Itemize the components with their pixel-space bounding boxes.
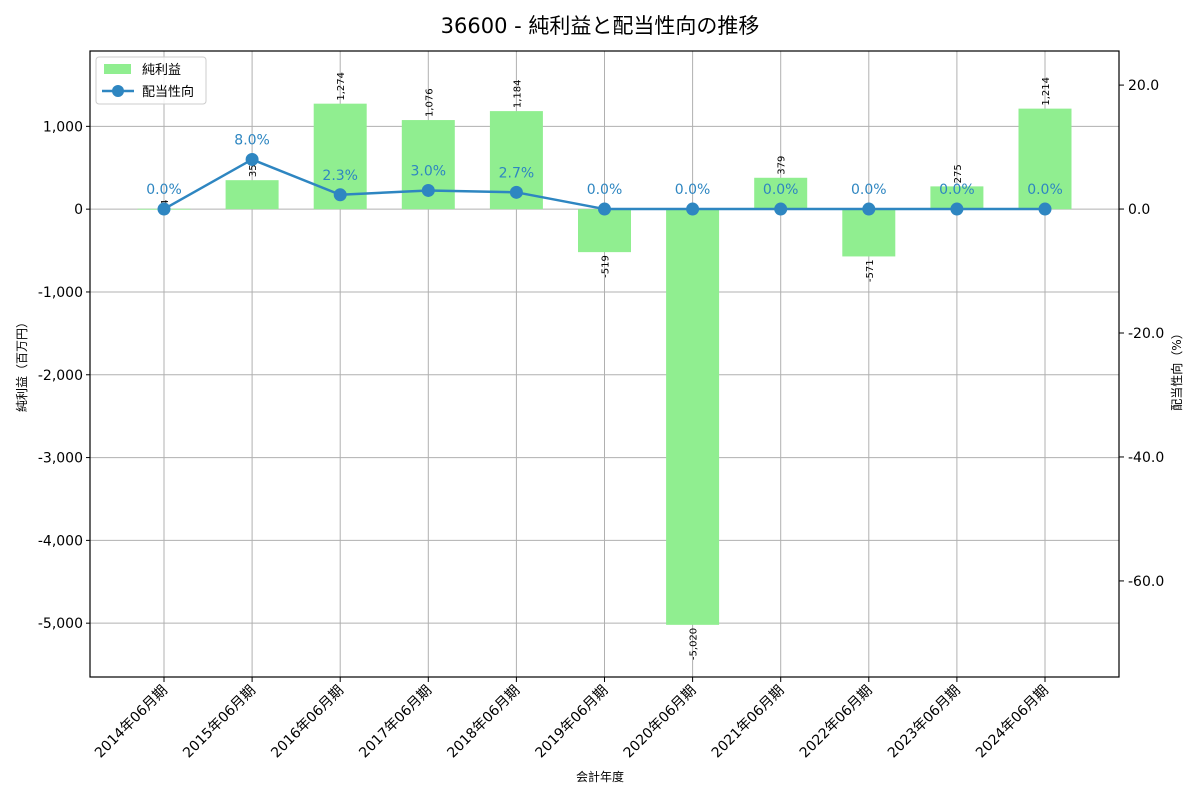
line-value-label: 0.0% bbox=[587, 182, 623, 198]
y-right-tick-label: -20.0 bbox=[1128, 326, 1164, 342]
line-marker bbox=[509, 185, 523, 199]
bar-value-label: 350 bbox=[248, 158, 259, 177]
line-value-label: 0.0% bbox=[1027, 182, 1063, 198]
y-axis-left-label: 純利益（百万円） bbox=[15, 316, 29, 412]
bar-value-label: -519 bbox=[601, 255, 612, 278]
bar bbox=[666, 209, 720, 625]
legend-bar-swatch-icon bbox=[104, 64, 131, 74]
line-value-label: 0.0% bbox=[675, 182, 711, 198]
x-axis-label: 会計年度 bbox=[576, 769, 624, 784]
line-value-label: 0.0% bbox=[763, 182, 799, 198]
y-left-tick-label: -1,000 bbox=[38, 285, 83, 301]
axes: 1,000 0 -1,000 -2,000 -3,000 -4,000 -5,000 2014… bbox=[38, 50, 1164, 762]
x-tick-label: 2019年06月期 bbox=[533, 683, 612, 762]
x-tick-label: 2021年06月期 bbox=[709, 683, 788, 762]
bar-value-label: 1,184 bbox=[512, 79, 523, 108]
bar bbox=[225, 180, 279, 210]
x-tick-label: 2018年06月期 bbox=[444, 683, 523, 762]
bar-value-label: 379 bbox=[777, 156, 788, 175]
x-tick-label: 2020年06月期 bbox=[621, 683, 700, 762]
line-marker bbox=[774, 202, 788, 216]
legend-label-payout-ratio: 配当性向 bbox=[142, 84, 194, 100]
line-marker bbox=[1038, 202, 1052, 216]
y-right-tick-label: 20.0 bbox=[1128, 78, 1159, 94]
bar-value-label: 275 bbox=[953, 164, 964, 183]
y-left-tick-label: -4,000 bbox=[38, 533, 83, 549]
bar-value-label: 4 bbox=[160, 199, 171, 205]
y-left-tick-label: -2,000 bbox=[38, 368, 83, 384]
y-right-tick-label: -60.0 bbox=[1128, 574, 1164, 590]
y-left-tick-label: 1,000 bbox=[43, 119, 83, 135]
line-value-label: 0.0% bbox=[939, 182, 975, 198]
line-marker bbox=[598, 202, 611, 216]
line-marker bbox=[157, 202, 171, 216]
bar-series-net-income bbox=[137, 103, 1072, 625]
legend: 純利益 配当性向 bbox=[95, 56, 207, 105]
legend-marker-icon bbox=[112, 85, 124, 97]
bar bbox=[930, 186, 984, 210]
x-tick-label: 2024年06月期 bbox=[973, 683, 1052, 762]
x-tick-label: 2015年06月期 bbox=[180, 683, 259, 762]
y-right-tick-label: -40.0 bbox=[1128, 450, 1164, 466]
bar-value-label: 1,214 bbox=[1041, 77, 1052, 106]
bar-value-label: -5,020 bbox=[689, 628, 700, 660]
y-right-tick-label: 0.0 bbox=[1128, 202, 1150, 218]
line-series-payout-ratio: 0.0% 8.0% 2.3% 3.0% 2.7% 0.0% 0.0% 0.0% 0.0% 0.0%… bbox=[146, 132, 1063, 216]
bar bbox=[842, 209, 896, 257]
y-left-tick-label: 0 bbox=[74, 202, 83, 218]
plot-frame bbox=[89, 50, 1120, 678]
x-tick-label: 2017年06月期 bbox=[356, 683, 435, 762]
line-marker bbox=[862, 202, 876, 216]
line-value-label: 2.3% bbox=[322, 168, 358, 184]
bar bbox=[578, 209, 631, 253]
line-value-label: 0.0% bbox=[146, 182, 182, 198]
x-tick-label: 2014年06月期 bbox=[92, 683, 171, 762]
bar-value-labels: 4 350 1,274 1,076 1,184 -519 -5,020 379 -571 275 1… bbox=[160, 72, 1052, 660]
line-value-label: 3.0% bbox=[411, 163, 447, 179]
line-marker bbox=[333, 188, 347, 202]
line-marker bbox=[950, 202, 964, 216]
bar-value-label: -571 bbox=[865, 259, 876, 282]
line-value-label: 2.7% bbox=[499, 165, 535, 181]
x-tick-label: 2016年06月期 bbox=[268, 683, 347, 762]
line-value-label: 0.0% bbox=[851, 182, 887, 198]
y-left-tick-label: -5,000 bbox=[38, 616, 83, 632]
legend-label-net-income: 純利益 bbox=[142, 63, 181, 78]
line-marker bbox=[686, 202, 700, 216]
x-tick-label: 2022年06月期 bbox=[797, 683, 876, 762]
bar-value-label: 1,076 bbox=[424, 88, 435, 117]
bar bbox=[1018, 108, 1072, 210]
line-marker bbox=[245, 152, 259, 166]
bar-value-label: 1,274 bbox=[336, 72, 347, 101]
x-tick-label: 2023年06月期 bbox=[885, 683, 964, 762]
y-left-tick-label: -3,000 bbox=[38, 451, 83, 467]
y-axis-right-label: 配当性向（%） bbox=[1169, 327, 1184, 410]
chart-title: 36600 - 純利益と配当性向の推移 bbox=[441, 14, 760, 38]
line-marker bbox=[421, 183, 435, 197]
line-value-label: 8.0% bbox=[234, 132, 270, 148]
